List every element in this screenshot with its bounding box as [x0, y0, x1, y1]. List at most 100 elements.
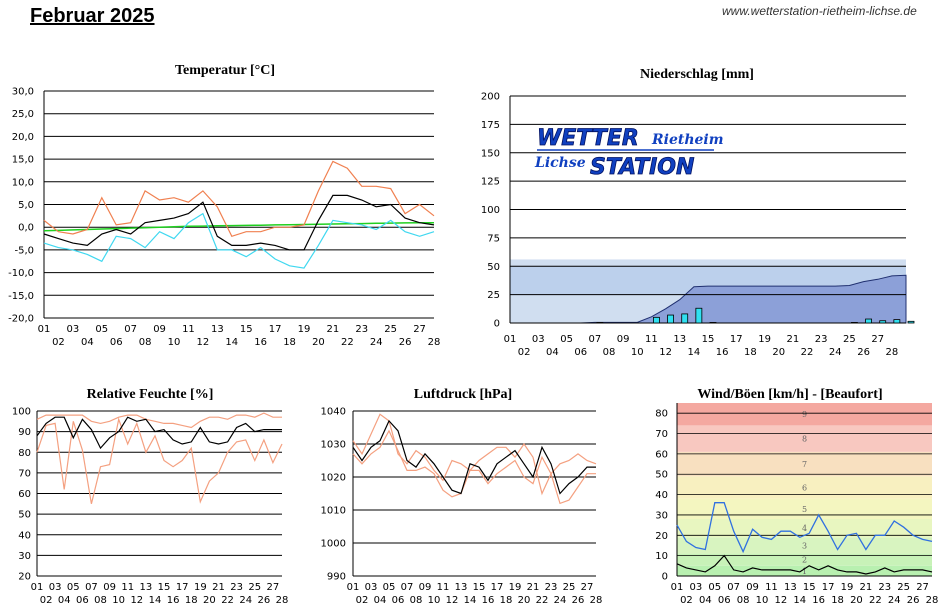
x-tick-label: 25 — [384, 324, 397, 335]
precip-bar — [907, 320, 915, 324]
precipitation-chart: 200 175 150 125 100 75 50 25 0 01 03 05 07 09 11 13 15 17… — [481, 67, 915, 358]
x-tick-label: 22 — [801, 347, 814, 358]
x-tick-label: 19 — [509, 582, 522, 593]
x-tick-label: 18 — [283, 337, 296, 348]
trend-series-line — [43, 221, 434, 232]
x-tick-label: 09 — [617, 334, 630, 345]
x-tick-label: 08 — [139, 337, 152, 348]
beaufort-band — [677, 476, 932, 499]
y-tick-label: 50 — [487, 262, 500, 273]
x-tick-label: 15 — [803, 582, 816, 593]
x-tick-label: 16 — [482, 595, 495, 606]
x-tick-label: 28 — [885, 347, 898, 358]
x-tick-label: 13 — [784, 582, 797, 593]
y-tick-label: 60 — [18, 489, 31, 500]
x-tick-label: 01 — [347, 582, 360, 593]
y-tick-label: 90 — [18, 427, 31, 438]
y-tick-label: 0 — [662, 572, 668, 583]
y-tick-label: 100 — [12, 407, 31, 418]
x-tick-label: 10 — [631, 347, 644, 358]
y-tick-label: 40 — [18, 530, 31, 541]
y-tick-label: 25 — [487, 290, 500, 301]
x-tick-label: 26 — [257, 595, 270, 606]
x-tick-label: 09 — [746, 582, 759, 593]
x-tick-label: 02 — [52, 337, 65, 348]
x-tick-label: 28 — [590, 595, 603, 606]
x-tick-label: 04 — [374, 595, 387, 606]
x-tick-label: 24 — [370, 337, 383, 348]
x-tick-label: 06 — [392, 595, 405, 606]
max-series-line — [352, 413, 597, 496]
beaufort-band — [677, 519, 932, 538]
min-series-line — [43, 212, 435, 269]
x-tick-label: 21 — [212, 582, 225, 593]
page-title: Februar 2025 — [30, 5, 155, 27]
y-tick-label: 20 — [655, 531, 668, 542]
x-tick-label: 24 — [554, 595, 567, 606]
x-tick-label: 19 — [298, 324, 311, 335]
x-tick-label: 12 — [775, 595, 788, 606]
x-tick-label: 07 — [85, 582, 98, 593]
x-tick-label: 05 — [708, 582, 721, 593]
logo-wordmark: WETTER — [537, 126, 639, 151]
x-tick-label: 10 — [428, 595, 441, 606]
x-tick-label: 03 — [532, 334, 545, 345]
y-tick-label: 30 — [655, 510, 668, 521]
mean-series-line — [36, 416, 282, 450]
x-tick-label: 22 — [341, 337, 354, 348]
x-tick-label: 07 — [401, 582, 414, 593]
x-tick-label: 01 — [504, 334, 517, 345]
x-tick-label: 23 — [815, 334, 828, 345]
x-tick-label: 09 — [419, 582, 432, 593]
station-logo: WETTER Rietheim Lichse STATION — [534, 126, 724, 181]
y-tick-label: 5,0 — [18, 200, 34, 211]
x-tick-label: 27 — [581, 582, 594, 593]
y-tick-label: 70 — [18, 468, 31, 479]
x-tick-label: 21 — [527, 582, 540, 593]
x-tick-label: 19 — [194, 582, 207, 593]
x-tick-label: 15 — [702, 334, 715, 345]
x-tick-label: 10 — [756, 595, 769, 606]
x-tick-label: 11 — [182, 324, 195, 335]
y-tick-label: 50 — [18, 510, 31, 521]
x-tick-label: 04 — [58, 595, 71, 606]
x-tick-label: 01 — [671, 582, 684, 593]
chart-title: Relative Feuchte [%] — [87, 387, 214, 402]
x-tick-label: 17 — [269, 324, 282, 335]
x-tick-label: 09 — [103, 582, 116, 593]
precip-bar — [879, 320, 887, 324]
min-series-line — [36, 417, 283, 504]
y-tick-label: 100 — [481, 205, 500, 216]
x-tick-label: 07 — [124, 324, 137, 335]
logo-wordmark: Lichse — [534, 155, 586, 171]
x-tick-label: 10 — [112, 595, 125, 606]
x-tick-label: 20 — [850, 595, 863, 606]
precip-bar — [893, 319, 901, 324]
x-tick-label: 09 — [153, 324, 166, 335]
source-url[interactable]: www.wetterstation-rietheim-lichse.de — [722, 4, 917, 18]
mean-series-line — [352, 419, 596, 495]
precip-bar — [709, 322, 717, 324]
x-tick-label: 06 — [718, 595, 731, 606]
x-tick-label: 27 — [413, 324, 426, 335]
x-tick-label: 25 — [563, 582, 576, 593]
x-tick-label: 11 — [121, 582, 134, 593]
min-series-line — [352, 429, 596, 505]
chart-title: Niederschlag [mm] — [640, 67, 754, 82]
x-tick-label: 11 — [765, 582, 778, 593]
x-tick-label: 17 — [176, 582, 189, 593]
logo-wordmark: Rietheim — [651, 132, 724, 148]
x-tick-label: 23 — [545, 582, 558, 593]
y-tick-label: 70 — [655, 429, 668, 440]
beaufort-label: 3 — [802, 541, 807, 550]
x-tick-label: 27 — [871, 334, 884, 345]
beaufort-label: 6 — [802, 483, 807, 492]
x-tick-label: 15 — [473, 582, 486, 593]
beaufort-label: 4 — [802, 524, 807, 533]
x-tick-label: 21 — [786, 334, 799, 345]
x-tick-label: 27 — [916, 582, 929, 593]
